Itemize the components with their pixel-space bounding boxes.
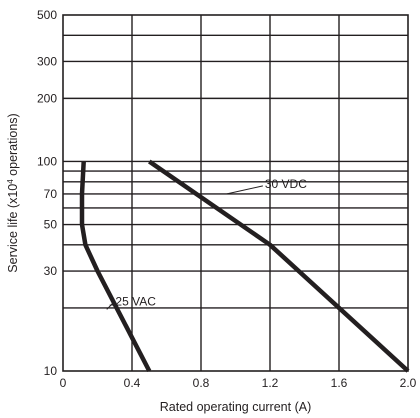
- x-tick-label: 1.2: [262, 376, 279, 390]
- y-tick-labels: 10 30 50 70 100 200 300 500: [37, 8, 57, 378]
- series-annotations: 30 VDC 125 VAC: [106, 177, 307, 310]
- x-axis-label: Rated operating current (A): [160, 400, 311, 414]
- y-tick-label: 100: [37, 154, 57, 168]
- x-tick-label: 0.4: [124, 376, 141, 390]
- x-tick-label: 0.8: [193, 376, 210, 390]
- annotation-leader-30-vdc: [226, 185, 263, 195]
- y-tick-label: 10: [44, 364, 58, 378]
- y-axis-label-superscript: 4: [6, 179, 15, 184]
- series-line-30-vdc: [148, 159, 410, 373]
- series-line-125-vac: [79, 161, 152, 373]
- y-axis-label-main: Service life (x10: [6, 184, 20, 273]
- y-tick-label: 30: [44, 264, 58, 278]
- y-axis-label-suffix: operations): [6, 113, 20, 179]
- y-tick-label: 200: [37, 91, 57, 105]
- annotation-leader-125-vac: [106, 300, 116, 310]
- plot-frame: [62, 14, 409, 372]
- x-tick-label: 2.0: [400, 376, 417, 390]
- x-tick-label: 1.6: [331, 376, 348, 390]
- y-tick-label: 300: [37, 54, 57, 68]
- grid-lines: [63, 15, 408, 371]
- y-tick-label: 70: [44, 187, 58, 201]
- y-axis-label: Service life (x104 operations): [6, 113, 21, 272]
- x-tick-labels: 0 0.4 0.8 1.2 1.6 2.0: [60, 376, 417, 390]
- series-lines: [79, 159, 410, 373]
- annotation-125-vac: 125 VAC: [109, 294, 156, 308]
- x-tick-label: 0: [60, 376, 67, 390]
- y-tick-label: 50: [44, 218, 58, 232]
- annotation-30-vdc: 30 VDC: [265, 177, 307, 191]
- y-tick-label: 500: [37, 8, 57, 22]
